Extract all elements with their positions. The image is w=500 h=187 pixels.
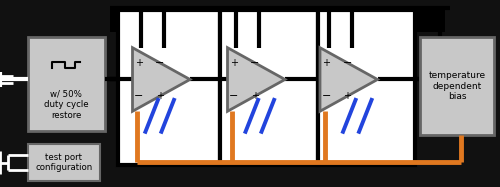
Bar <box>118 10 220 165</box>
Text: −: − <box>134 91 143 101</box>
Bar <box>420 37 494 135</box>
Text: −: − <box>250 58 260 68</box>
Bar <box>110 8 445 32</box>
Text: −: − <box>156 58 164 68</box>
Bar <box>28 37 105 131</box>
Bar <box>223 8 314 10</box>
Text: +: + <box>344 91 351 101</box>
Polygon shape <box>132 48 190 111</box>
Text: +: + <box>230 58 238 68</box>
Text: +: + <box>156 91 164 101</box>
Text: +: + <box>322 58 330 68</box>
Polygon shape <box>320 48 378 111</box>
Bar <box>28 144 100 181</box>
Bar <box>320 8 412 10</box>
Text: test port
configuration: test port configuration <box>35 153 92 172</box>
Text: w/ 50%
duty cycle
restore: w/ 50% duty cycle restore <box>44 90 88 120</box>
Text: −: − <box>230 91 238 101</box>
Text: −: − <box>343 58 352 68</box>
Bar <box>318 10 415 165</box>
Bar <box>120 8 217 10</box>
Text: +: + <box>251 91 259 101</box>
Bar <box>118 8 415 10</box>
Bar <box>220 10 318 165</box>
Text: −: − <box>322 91 331 101</box>
Polygon shape <box>228 48 285 111</box>
Text: +: + <box>135 58 143 68</box>
Text: temperature
dependent
bias: temperature dependent bias <box>428 71 486 101</box>
